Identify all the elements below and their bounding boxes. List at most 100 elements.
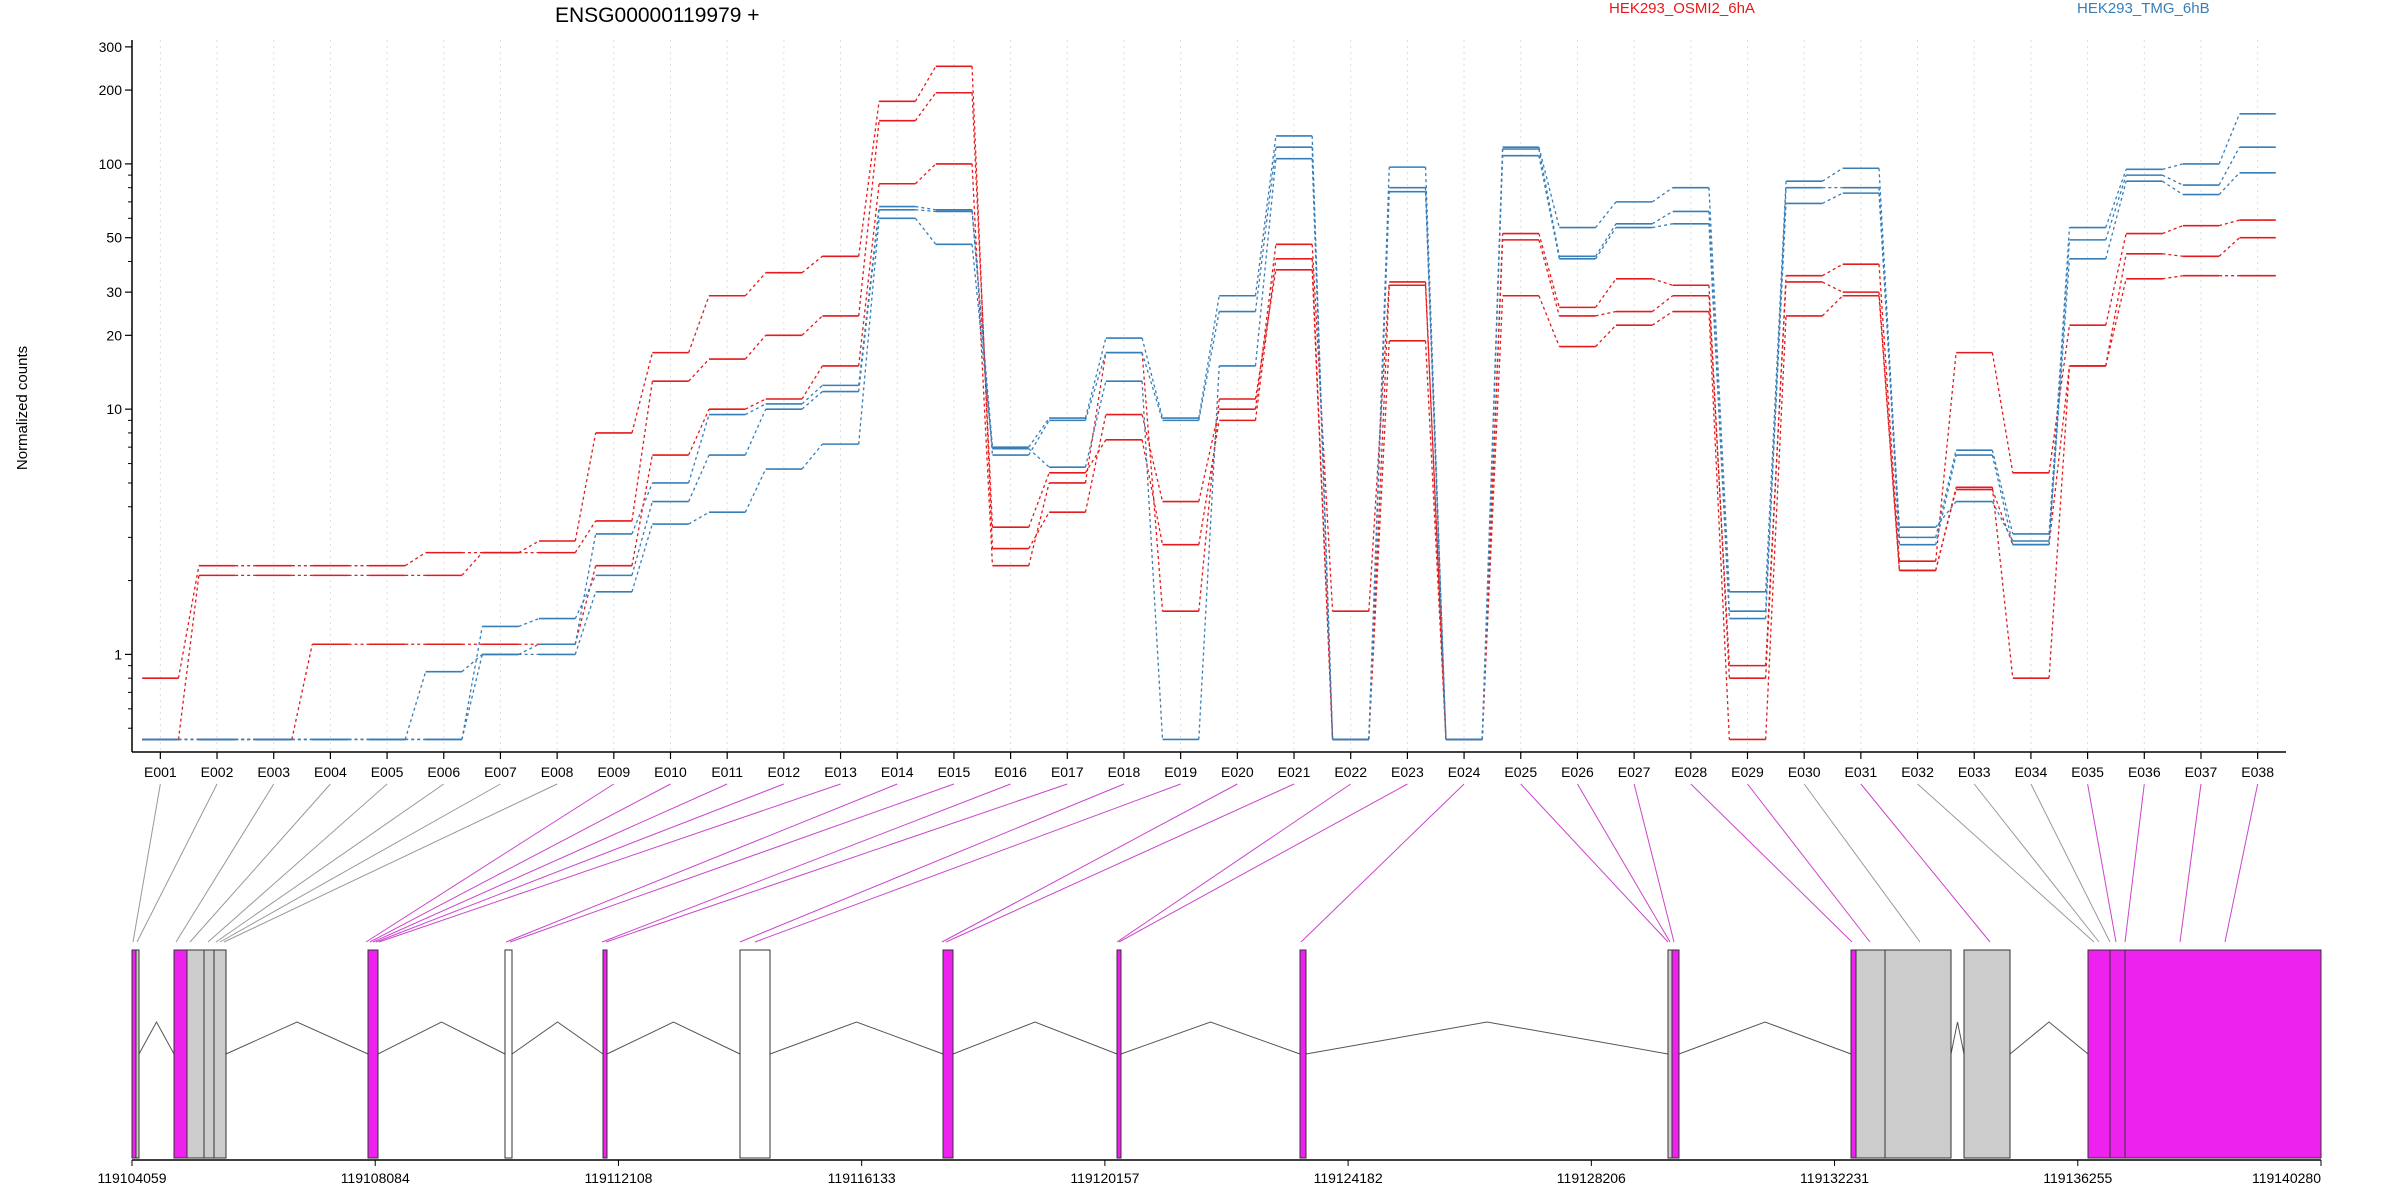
series-2-link-e016 [1028,472,1050,528]
series-2-link-e029 [1764,281,1787,666]
series-4-link-e027 [1651,187,1674,203]
intron-2 [225,1021,369,1055]
connector-e014 [505,783,898,943]
genomic-label-119124182: 119124182 [1314,1170,1383,1186]
series-6-link-e037 [2218,172,2240,195]
x-tick-label-e001: E001 [144,764,177,780]
x-tick-label-e036: E036 [2128,764,2161,780]
connector-e009 [365,783,615,943]
connector-e016 [601,783,1011,943]
series-2-link-e012 [801,315,823,336]
series-4-link-e034 [2048,227,2071,534]
series-4-link-e017 [1084,337,1107,419]
series-3-link-e028 [1708,311,1731,740]
connector-e010 [369,783,671,943]
series-1-link-e018 [1141,414,1164,502]
connector-e030 [1803,783,1921,943]
series-5-link-e008 [574,575,597,619]
series-5-link-e036 [2162,174,2184,186]
series-3-link-e017 [1084,352,1107,484]
series-6-link-e015 [971,244,994,449]
x-tick-label-e003: E003 [257,764,290,780]
series-5-link-e016 [1028,420,1050,456]
y-tick-label-300: 300 [99,39,123,55]
series-1-link-e026 [1595,278,1617,308]
series-4-link-e008 [574,533,597,645]
x-tick-label-e006: E006 [427,764,460,780]
series-5-link-e014 [915,209,936,213]
series-6-link-e013 [858,218,880,445]
series-1-link-e027 [1652,278,1673,286]
genomic-label-119120157: 119120157 [1070,1170,1139,1186]
series-4-link-e011 [745,403,767,416]
genomic-label-119140280: 119140280 [2252,1170,2321,1186]
series-6-link-e017 [1084,381,1107,468]
series-6-link-e024 [1481,155,1504,740]
genomic-label-119132231: 119132231 [1800,1170,1869,1186]
series-6-link-e016 [1028,448,1050,468]
series-3-link-e036 [2162,275,2183,280]
x-tick-label-e031: E031 [1845,764,1878,780]
axis-layer: 1 10 20 30 50 100 200 300 E001 E002 E003 E004 E005 E0… [99,39,2286,780]
y-axis-label: Normalized counts [14,346,31,470]
series-2-link-e009 [631,381,654,522]
genomic-label-119104059: 119104059 [97,1170,166,1186]
x-tick-label-e018: E018 [1108,764,1141,780]
series-1-link-e015 [971,66,994,549]
x-tick-label-e030: E030 [1788,764,1821,780]
chart-title: ENSG00000119979 + [555,4,760,27]
exon-block-13 [1299,949,1307,1159]
exon-block-12 [1116,949,1122,1159]
connector-e038 [2224,783,2259,943]
connector-e024 [1300,783,1465,943]
exon-block-8 [504,949,513,1159]
legend-label-tmg: HEK293_TMG_6hB [2077,0,2210,17]
series-4-link-e012 [801,384,823,405]
intron-7 [952,1021,1118,1055]
connector-e008 [223,783,558,943]
series-1-link-e013 [858,101,880,257]
series-6-link-e021 [1311,158,1334,740]
series-5-link-e034 [2048,239,2071,545]
genomic-label-119112108: 119112108 [584,1170,652,1186]
legend-label-osmi2: HEK293_OSMI2_6hA [1609,0,1755,17]
connector-e036 [2124,783,2145,943]
series-1-link-e033 [1991,352,2014,473]
series-1-link-e031 [1878,264,1901,562]
series-6-link-e020 [1254,158,1277,367]
series-5-link-e037 [2218,146,2241,186]
connector-e034 [2030,783,2111,943]
series-2-link-e025 [1538,239,1560,317]
exon-block-14 [1667,949,1673,1159]
connector-e031 [1860,783,1991,943]
x-tick-label-e032: E032 [1901,764,1934,780]
series-3-link-e027 [1651,311,1674,326]
genomic-label-119108084: 119108084 [341,1170,410,1186]
series-4-link-e037 [2218,113,2241,165]
x-tick-label-e010: E010 [654,764,687,780]
series-6 [142,154,2276,741]
series-2 [142,91,2276,741]
connector-e022 [1116,783,1351,943]
x-tick-label-e035: E035 [2071,764,2104,780]
series-6-link-e034 [2048,258,2071,542]
gene-model-layer: 119104059 119108084 119112108 119116133 1191… [97,949,2322,1186]
series-3-link-e021 [1311,269,1334,740]
series-1-link-e021 [1311,244,1334,612]
intron-1 [138,1020,175,1055]
series-2-link-e026 [1595,310,1617,317]
x-tick-label-e025: E025 [1504,764,1537,780]
exon-block-4 [186,949,205,1159]
genomic-label-119128206: 119128206 [1557,1170,1626,1186]
series-4-link-e016 [1028,417,1050,448]
series-1-link-e036 [2162,225,2184,235]
series-1-link-e030 [1822,263,1844,277]
exon-block-7 [367,949,379,1159]
series-3-link-e008 [574,565,597,645]
series-6-link-e029 [1764,203,1787,612]
series-3-link-e020 [1254,269,1277,400]
x-tick-label-e024: E024 [1448,764,1481,780]
intron-9 [1305,1021,1669,1055]
exon-block-3 [173,949,188,1159]
